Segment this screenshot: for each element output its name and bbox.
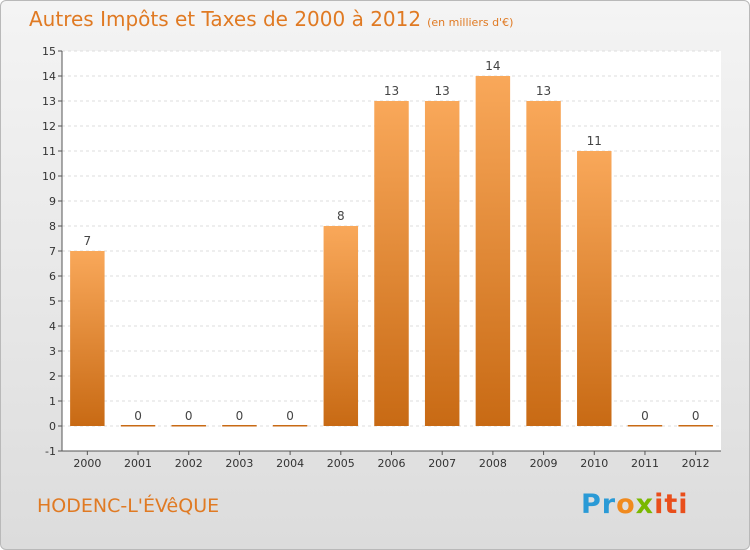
- y-tick-label: 2: [49, 370, 56, 383]
- logo-part-2: o: [616, 489, 636, 520]
- value-label-2001: 0: [134, 409, 142, 423]
- value-label-2012: 0: [692, 409, 700, 423]
- x-tick-label-2006: 2006: [378, 457, 406, 470]
- y-tick-label: 14: [42, 70, 56, 83]
- y-tick-label: 11: [42, 145, 56, 158]
- bar-2003: [222, 425, 257, 427]
- y-tick-label: 15: [42, 45, 56, 58]
- y-tick-label: 9: [49, 195, 56, 208]
- value-label-2006: 13: [384, 84, 399, 98]
- y-tick-label: 5: [49, 295, 56, 308]
- y-tick-label: -1: [45, 445, 56, 458]
- y-tick-label: 1: [49, 395, 56, 408]
- bar-2008: [475, 76, 511, 426]
- x-tick-label-2000: 2000: [73, 457, 101, 470]
- proxiti-logo[interactable]: Proxiti: [581, 489, 689, 520]
- value-label-2007: 13: [435, 84, 450, 98]
- y-tick-label: 6: [49, 270, 56, 283]
- x-tick-label-2003: 2003: [225, 457, 253, 470]
- y-tick-label: 0: [49, 420, 56, 433]
- bar-2002: [171, 425, 206, 427]
- y-tick-label: 8: [49, 220, 56, 233]
- bar-2010: [577, 151, 612, 426]
- y-tick-label: 10: [42, 170, 56, 183]
- bar-2012: [678, 425, 713, 427]
- y-tick-label: 4: [49, 320, 56, 333]
- axes: [58, 50, 721, 455]
- x-tick-label-2005: 2005: [327, 457, 355, 470]
- x-tick-label-2009: 2009: [530, 457, 558, 470]
- city-name: HODENC-L'ÉVêQUE: [37, 495, 220, 517]
- labels: -101234567891011121314157200002001020020…: [42, 45, 710, 470]
- value-label-2008: 14: [485, 59, 500, 73]
- x-tick-label-2011: 2011: [631, 457, 659, 470]
- bar-2000: [70, 251, 105, 426]
- chart-unit: (en milliers d'€): [427, 16, 514, 29]
- x-tick-label-2007: 2007: [428, 457, 456, 470]
- value-label-2000: 7: [84, 234, 92, 248]
- value-label-2009: 13: [536, 84, 551, 98]
- x-tick-label-2004: 2004: [276, 457, 304, 470]
- logo-part-1: Pr: [581, 489, 617, 520]
- logo-part-4: iti: [654, 489, 689, 520]
- value-label-2011: 0: [641, 409, 649, 423]
- bar-2007: [424, 101, 460, 426]
- bar-2011: [627, 425, 663, 427]
- x-tick-label-2012: 2012: [682, 457, 710, 470]
- bar-2005: [323, 226, 359, 426]
- bar-2001: [120, 425, 156, 427]
- bars: [70, 76, 713, 427]
- value-label-2002: 0: [185, 409, 193, 423]
- bar-2006: [374, 101, 409, 426]
- chart-title: Autres Impôts et Taxes de 2000 à 2012 (en…: [29, 7, 513, 31]
- x-tick-label-2001: 2001: [124, 457, 152, 470]
- value-label-2003: 0: [236, 409, 244, 423]
- x-tick-label-2002: 2002: [175, 457, 203, 470]
- bar-2009: [526, 101, 561, 426]
- y-tick-label: 7: [49, 245, 56, 258]
- x-tick-label-2010: 2010: [580, 457, 608, 470]
- y-tick-label: 3: [49, 345, 56, 358]
- value-label-2005: 8: [337, 209, 345, 223]
- logo-part-3: x: [635, 489, 655, 520]
- x-tick-label-2008: 2008: [479, 457, 507, 470]
- y-tick-label: 13: [42, 95, 56, 108]
- bar-2004: [272, 425, 308, 427]
- y-tick-label: 12: [42, 120, 56, 133]
- value-label-2004: 0: [286, 409, 294, 423]
- value-label-2010: 11: [587, 134, 602, 148]
- chart-title-text: Autres Impôts et Taxes de 2000 à 2012: [29, 7, 422, 31]
